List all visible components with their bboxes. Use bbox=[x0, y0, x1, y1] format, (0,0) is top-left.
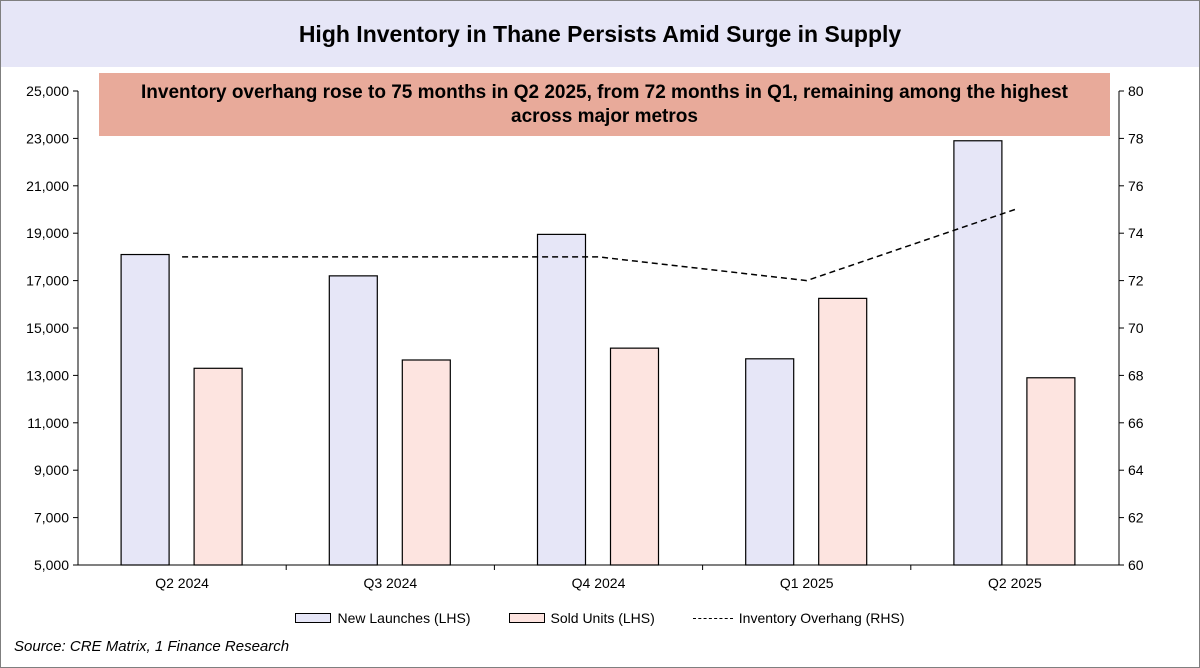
bar-new-launches bbox=[328, 275, 378, 566]
right-tick-label: 68 bbox=[1128, 367, 1144, 383]
line-inventory-overhang bbox=[182, 208, 1016, 282]
left-tick-label: 19,000 bbox=[26, 225, 69, 241]
legend-swatch-sold-units bbox=[508, 613, 545, 623]
left-tick-label: 9,000 bbox=[34, 462, 69, 478]
bar-new-launches bbox=[536, 233, 587, 566]
bar-new-launches bbox=[120, 253, 170, 566]
legend-item-sold-units: Sold Units (LHS) bbox=[508, 608, 655, 628]
chart-title: High Inventory in Thane Persists Amid Su… bbox=[298, 20, 902, 47]
bar-sold-units bbox=[818, 297, 868, 566]
legend-item-new-launches: New Launches (LHS) bbox=[295, 608, 471, 628]
right-tick-label: 76 bbox=[1128, 178, 1144, 194]
bar-new-launches bbox=[953, 140, 1003, 566]
right-tick-label: 72 bbox=[1128, 273, 1144, 289]
source-note: Source: CRE Matrix, 1 Finance Research bbox=[14, 638, 290, 655]
left-tick-label: 17,000 bbox=[26, 273, 69, 289]
annotation-text: Inventory overhang rose to 75 months in … bbox=[141, 81, 1068, 127]
x-tick-label: Q2 2025 bbox=[988, 575, 1042, 591]
x-tick-label: Q4 2024 bbox=[572, 575, 626, 591]
legend-item-overhang: Inventory Overhang (RHS) bbox=[692, 608, 905, 628]
left-tick-label: 5,000 bbox=[34, 557, 69, 573]
legend-label-new-launches: New Launches (LHS) bbox=[337, 610, 471, 626]
right-tick-label: 80 bbox=[1128, 83, 1144, 99]
left-tick-label: 21,000 bbox=[26, 178, 69, 194]
legend-swatch-overhang bbox=[692, 617, 733, 619]
bar-sold-units bbox=[1026, 377, 1076, 566]
title-bar: High Inventory in Thane Persists Amid Su… bbox=[1, 1, 1199, 67]
legend-label-overhang: Inventory Overhang (RHS) bbox=[738, 610, 905, 626]
right-tick-label: 70 bbox=[1128, 320, 1144, 336]
right-tick-label: 74 bbox=[1128, 225, 1144, 241]
right-tick-label: 66 bbox=[1128, 415, 1144, 431]
legend-swatch-new-launches bbox=[295, 613, 332, 623]
annotation-box: Inventory overhang rose to 75 months in … bbox=[99, 73, 1110, 136]
legend: New Launches (LHS) Sold Units (LHS) Inve… bbox=[0, 608, 1200, 628]
left-tick-label: 23,000 bbox=[26, 130, 69, 146]
bar-new-launches bbox=[745, 358, 795, 566]
left-tick-label: 13,000 bbox=[26, 367, 69, 383]
legend-label-sold-units: Sold Units (LHS) bbox=[550, 610, 655, 626]
left-tick-label: 25,000 bbox=[26, 83, 69, 99]
x-tick-label: Q1 2025 bbox=[780, 575, 834, 591]
right-tick-label: 62 bbox=[1128, 510, 1144, 526]
right-tick-label: 60 bbox=[1128, 557, 1144, 573]
left-tick-label: 15,000 bbox=[26, 320, 69, 336]
left-tick-label: 7,000 bbox=[34, 510, 69, 526]
x-tick-label: Q3 2024 bbox=[363, 575, 417, 591]
bar-sold-units bbox=[609, 347, 660, 566]
bar-sold-units bbox=[193, 367, 243, 566]
x-tick-label: Q2 2024 bbox=[155, 575, 209, 591]
right-tick-label: 78 bbox=[1128, 130, 1144, 146]
right-tick-label: 64 bbox=[1128, 462, 1144, 478]
bar-sold-units bbox=[401, 359, 451, 566]
left-tick-label: 11,000 bbox=[27, 415, 69, 431]
